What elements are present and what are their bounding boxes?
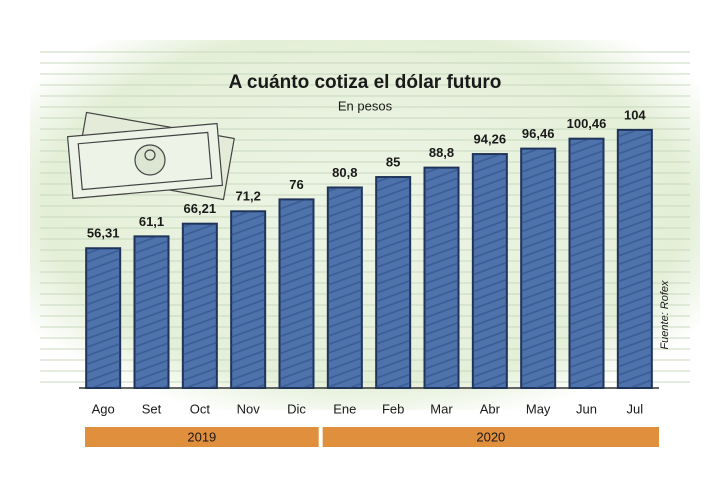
value-label: 80,8 bbox=[332, 165, 357, 180]
bar-hatch bbox=[376, 177, 411, 388]
x-tick-label: Ene bbox=[333, 401, 356, 416]
bar-hatch bbox=[134, 236, 169, 388]
value-label: 76 bbox=[289, 177, 303, 192]
value-label: 71,2 bbox=[236, 189, 261, 204]
year-band bbox=[85, 427, 319, 447]
x-tick-label: Mar bbox=[430, 401, 453, 416]
x-tick-label: Oct bbox=[190, 401, 211, 416]
chart-subtitle: En pesos bbox=[338, 98, 393, 113]
x-tick-label: Jul bbox=[627, 401, 644, 416]
year-label: 2019 bbox=[187, 429, 216, 444]
value-label: 96,46 bbox=[522, 126, 555, 141]
source-note: Fuente: Rofex bbox=[659, 280, 671, 350]
x-tick-label: Dic bbox=[287, 401, 306, 416]
value-label: 104 bbox=[624, 107, 646, 122]
x-tick-label: May bbox=[526, 401, 551, 416]
value-label: 61,1 bbox=[139, 214, 164, 229]
value-label: 56,31 bbox=[87, 226, 120, 241]
x-tick-label: Abr bbox=[480, 401, 501, 416]
bar-hatch bbox=[521, 148, 556, 388]
bar-hatch bbox=[231, 211, 266, 388]
bar-hatch bbox=[327, 187, 362, 388]
bar-hatch bbox=[182, 223, 217, 388]
x-tick-label: Nov bbox=[237, 401, 261, 416]
x-tick-label: Ago bbox=[92, 401, 115, 416]
value-label: 100,46 bbox=[567, 116, 607, 131]
value-label: 94,26 bbox=[474, 132, 507, 147]
money-illustration bbox=[66, 111, 235, 201]
x-tick-label: Jun bbox=[576, 401, 597, 416]
x-tick-label: Feb bbox=[382, 401, 404, 416]
bar-hatch bbox=[472, 154, 507, 388]
bar-hatch bbox=[617, 129, 652, 388]
year-label: 2020 bbox=[476, 429, 505, 444]
bar-hatch bbox=[569, 138, 604, 388]
chart-title: A cuánto cotiza el dólar futuro bbox=[229, 72, 502, 93]
bar-hatch bbox=[86, 248, 121, 388]
value-label: 88,8 bbox=[429, 145, 454, 160]
x-tick-label: Set bbox=[142, 401, 162, 416]
value-label: 66,21 bbox=[184, 201, 217, 216]
value-label: 85 bbox=[386, 154, 400, 169]
year-band bbox=[322, 427, 659, 447]
bar-hatch bbox=[424, 167, 459, 388]
bar-hatch bbox=[279, 199, 314, 388]
